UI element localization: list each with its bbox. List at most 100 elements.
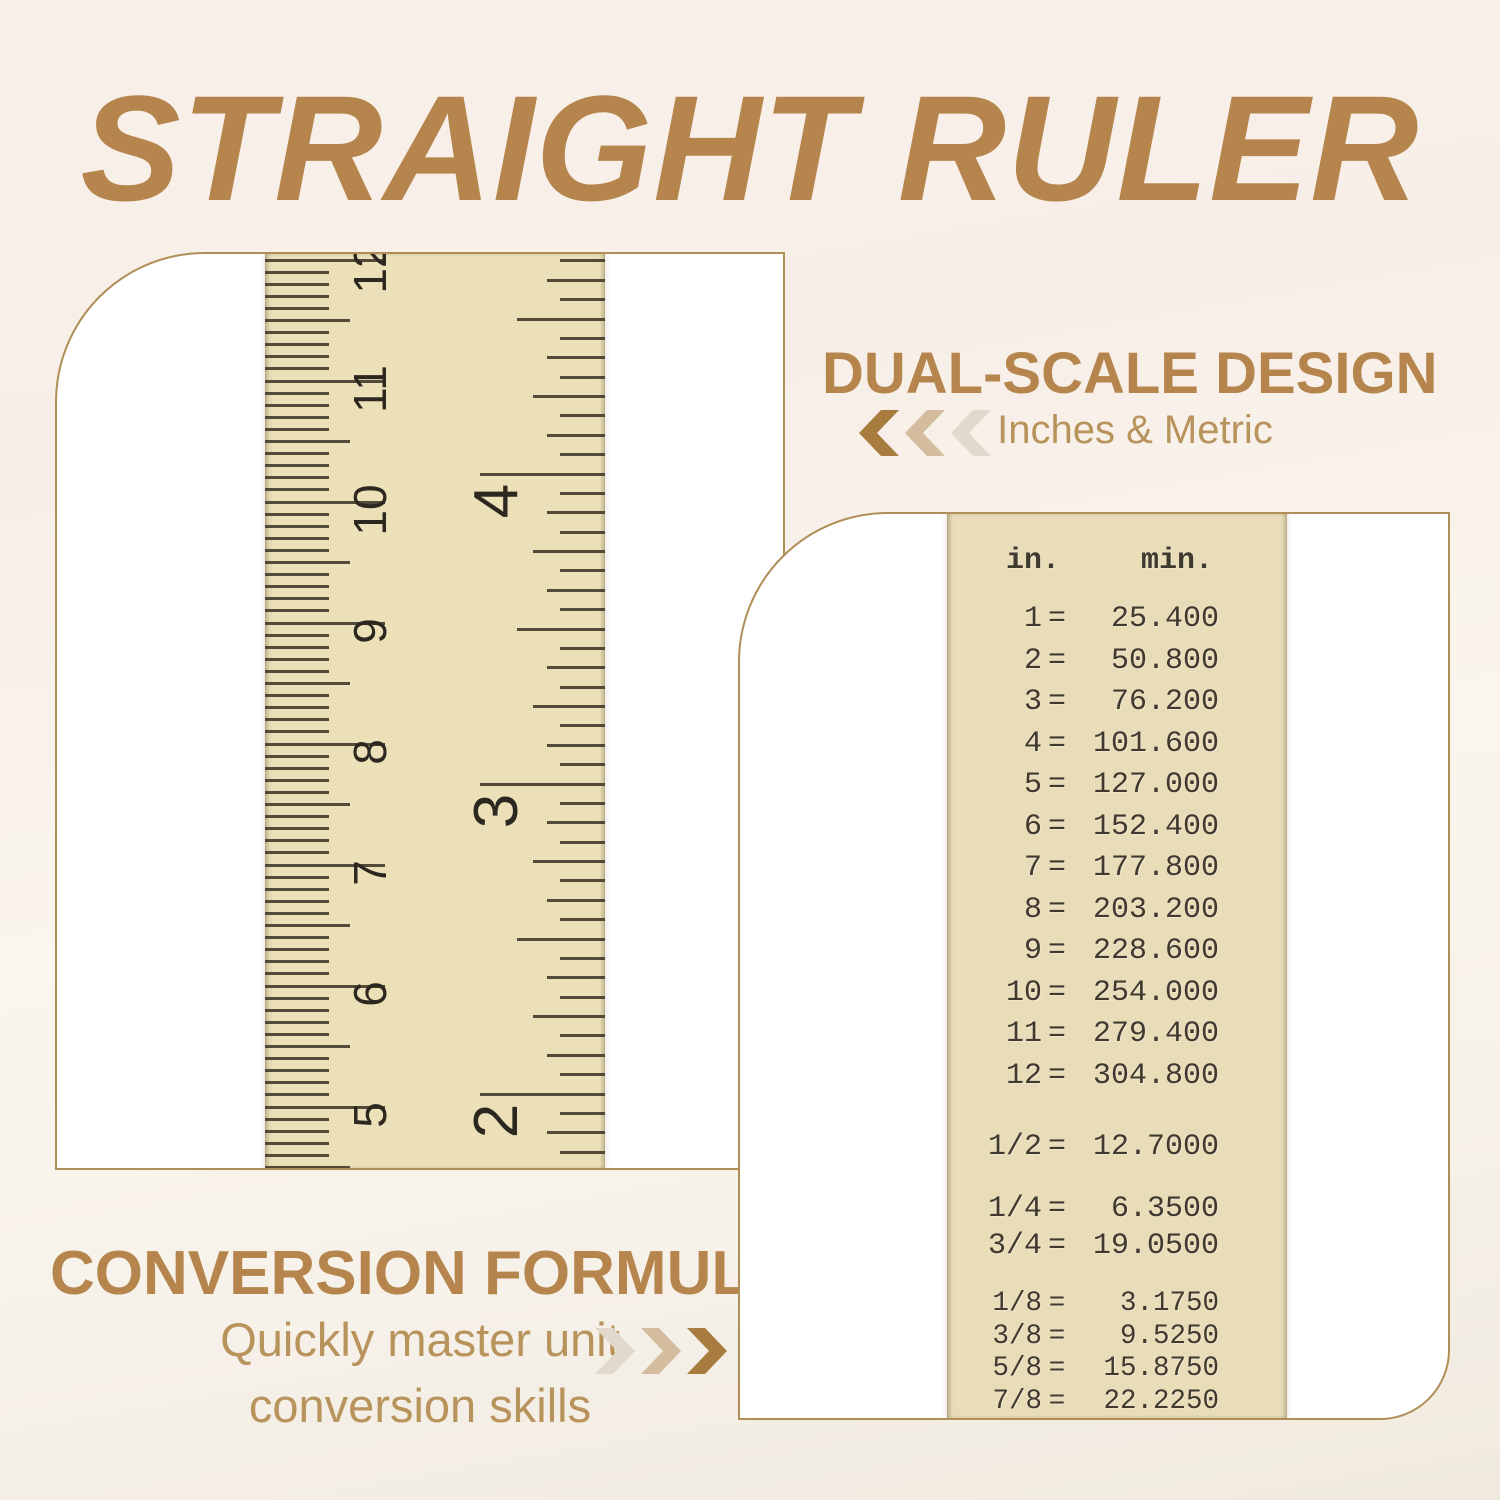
equals-sign: = xyxy=(1047,685,1066,719)
metric-number: 9 xyxy=(344,618,396,644)
metric-tick xyxy=(265,415,329,419)
metric-tick xyxy=(265,1081,329,1085)
equals-sign: = xyxy=(1047,851,1066,885)
left-chevrons xyxy=(856,410,994,456)
inch-tick xyxy=(547,356,605,360)
metric-tick xyxy=(265,754,329,758)
metric-tick xyxy=(265,633,329,637)
conversion-row: 9 = 228.600 xyxy=(1006,936,1219,966)
inch-tick xyxy=(547,278,605,282)
inch-tick xyxy=(560,569,605,573)
inch-tick xyxy=(560,840,605,844)
conversion-row: 1/2 = 12.7000 xyxy=(988,1132,1219,1162)
inch-tick xyxy=(560,956,605,960)
metric-tick xyxy=(265,343,329,347)
conversion-inches: 7 xyxy=(1023,851,1042,885)
inch-tick xyxy=(547,511,605,515)
conversion-mm: 304.800 xyxy=(1092,1058,1219,1093)
inch-tick xyxy=(533,1015,605,1018)
metric-number: 6 xyxy=(344,981,396,1007)
page-title: STRAIGHT RULER xyxy=(80,64,1420,232)
metric-tick xyxy=(265,839,329,843)
equals-sign: = xyxy=(1047,1192,1066,1226)
metric-tick xyxy=(265,827,329,831)
equals-sign: = xyxy=(1048,1353,1066,1385)
inch-tick xyxy=(560,491,605,495)
chevron-left-icon xyxy=(905,410,945,456)
equals-sign: = xyxy=(1048,1320,1066,1352)
conversion-mm: 101.600 xyxy=(1092,726,1219,761)
conversion-row: 5 = 127.000 xyxy=(1006,770,1219,800)
inch-tick xyxy=(480,472,605,476)
right-chevrons xyxy=(592,1328,730,1374)
conversion-mm: 9.5250 xyxy=(1119,1320,1219,1352)
metric-tick xyxy=(265,803,350,806)
metric-tick xyxy=(265,1105,385,1109)
metric-tick xyxy=(265,476,329,480)
metric-number: 10 xyxy=(344,484,396,536)
inch-tick xyxy=(533,395,605,398)
metric-tick xyxy=(265,948,329,952)
conversion-mm: 228.600 xyxy=(1092,934,1219,968)
equals-sign: = xyxy=(1048,1386,1066,1418)
metric-tick xyxy=(265,621,385,625)
equals-sign: = xyxy=(1047,602,1066,636)
metric-tick xyxy=(265,742,385,746)
ruler-front: 12 11 10 9 8 7 6 5 4 3 2 xyxy=(265,254,605,1168)
metric-tick xyxy=(265,403,329,407)
metric-tick xyxy=(265,379,385,383)
inch-number: 2 xyxy=(462,1103,531,1139)
inch-tick xyxy=(480,782,605,786)
metric-tick xyxy=(265,561,350,564)
metric-tick xyxy=(265,706,329,710)
conversion-formula-line2: conversion skills xyxy=(248,1379,592,1432)
inch-tick xyxy=(560,1111,605,1115)
metric-tick xyxy=(265,319,350,322)
inch-tick xyxy=(560,685,605,689)
equals-sign: = xyxy=(1047,892,1066,927)
conversion-row: 2 = 50.800 xyxy=(1006,646,1219,676)
metric-tick xyxy=(265,1032,329,1036)
metric-tick xyxy=(265,1117,329,1121)
inch-tick xyxy=(547,821,605,825)
metric-tick xyxy=(265,452,329,456)
metric-tick xyxy=(265,282,329,286)
dual-scale-heading: DUAL-SCALE DESIGN xyxy=(822,341,1438,406)
conversion-mm: 3.1750 xyxy=(1119,1288,1219,1319)
inch-tick xyxy=(560,453,605,457)
conversion-row: 7/8 = 22.2250 xyxy=(988,1388,1219,1416)
inch-tick xyxy=(560,375,605,379)
conversion-row: 7 = 177.800 xyxy=(1006,853,1219,883)
ruler-back: in. min. 1 = 25.400 2 = 50.800 3 = 76.200 4 = 101.600… xyxy=(947,514,1287,1418)
metric-tick xyxy=(265,1129,329,1133)
conversion-mm: 19.0500 xyxy=(1092,1228,1219,1263)
metric-tick xyxy=(265,778,329,782)
metric-tick xyxy=(265,427,329,431)
conversion-inches: 10 xyxy=(1006,975,1043,1010)
metric-tick xyxy=(265,682,350,685)
metric-tick xyxy=(265,258,385,262)
metric-tick xyxy=(265,718,329,722)
metric-tick xyxy=(265,512,329,516)
inch-tick xyxy=(560,259,605,263)
conversion-row: 3 = 76.200 xyxy=(1006,687,1219,717)
inch-tick xyxy=(533,860,605,863)
conversion-inches: 3/8 xyxy=(992,1320,1042,1352)
conversion-mm: 6.3500 xyxy=(1110,1192,1219,1226)
metric-number: 8 xyxy=(344,739,396,765)
inch-tick xyxy=(560,336,605,340)
inch-tick xyxy=(560,608,605,612)
metric-tick xyxy=(265,657,329,661)
conversion-row: 8 = 203.200 xyxy=(1006,895,1219,925)
metric-tick xyxy=(265,924,350,927)
inch-tick xyxy=(560,1073,605,1077)
inch-tick xyxy=(547,1131,605,1135)
metric-tick xyxy=(265,669,329,673)
inch-tick xyxy=(560,414,605,418)
conversion-mm: 76.200 xyxy=(1110,685,1219,719)
inch-tick xyxy=(560,646,605,650)
inch-tick xyxy=(517,937,605,941)
metric-tick xyxy=(265,730,329,734)
inch-tick xyxy=(547,898,605,902)
metric-tick xyxy=(265,573,329,577)
